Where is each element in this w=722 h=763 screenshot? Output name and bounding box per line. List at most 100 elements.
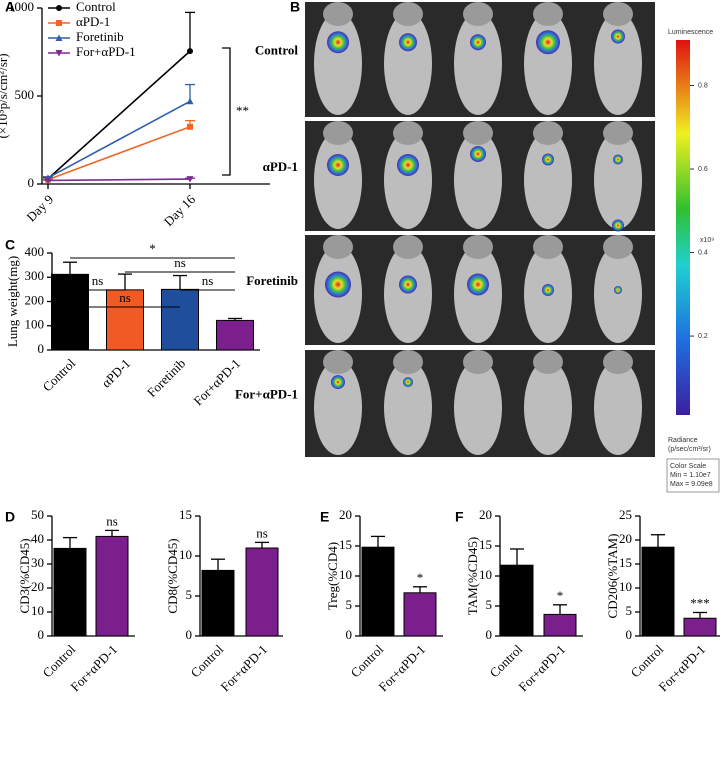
error-bar (510, 548, 524, 566)
row-label: For+αPD-1 (235, 386, 298, 401)
error-bar (255, 541, 269, 548)
signal (331, 375, 345, 390)
error-bar (651, 534, 665, 548)
annotation: * (417, 570, 424, 585)
y-tick-label: 20 (31, 579, 44, 594)
signal (327, 31, 349, 54)
mouse-head (393, 2, 423, 26)
signal (399, 275, 417, 294)
mouse (384, 12, 432, 115)
point (186, 176, 194, 183)
y-axis-label: CD8(%CD45) (165, 538, 180, 613)
y-tick-label: 15 (339, 537, 352, 552)
annotation: ns (92, 273, 104, 288)
mouse (594, 131, 642, 229)
legend-marker (56, 5, 62, 11)
bar (543, 613, 577, 637)
signal (467, 273, 489, 296)
annotation: * (557, 588, 564, 603)
x-tick-label: Control (628, 641, 667, 680)
error-bar (105, 529, 119, 537)
panel-label: A (5, 0, 15, 15)
x-tick-label: For+αPD-1 (515, 642, 568, 695)
x-tick-label: Day 16 (161, 191, 199, 229)
point (187, 48, 193, 55)
y-tick-label: 0 (38, 341, 45, 356)
annotation: ns (106, 513, 118, 528)
mouse (524, 131, 572, 229)
error-bar (693, 611, 707, 619)
x-tick-label: Control (40, 355, 79, 394)
mouse (454, 12, 502, 115)
row-label: Foretinib (246, 273, 298, 288)
y-tick-label: 40 (31, 531, 44, 546)
bar (51, 273, 89, 351)
colorbar-title: Luminescence (668, 29, 713, 36)
y-tick-label: 15 (479, 537, 492, 552)
x-tick-label: Control (40, 641, 79, 680)
legend-label: Control (76, 0, 116, 14)
mouse-head (603, 235, 633, 259)
row-label: αPD-1 (263, 159, 298, 174)
y-tick-label: 0 (486, 627, 493, 642)
mouse-head (533, 350, 563, 374)
mouse-head (393, 350, 423, 374)
bar (95, 535, 129, 637)
y-axis-label: TAM(%CD45) (465, 537, 480, 615)
mouse (594, 360, 642, 455)
bracket (222, 47, 231, 176)
y-axis-label: Lung weight(mg) (5, 256, 20, 347)
bar (53, 547, 87, 637)
row-label: Control (255, 42, 298, 57)
x-tick-label: Control (348, 641, 387, 680)
bar (201, 569, 235, 637)
y-tick-label: 300 (25, 268, 45, 283)
y-tick-label: 30 (31, 555, 44, 570)
bar (161, 288, 199, 351)
mouse-head (533, 121, 563, 145)
mouse (594, 12, 642, 115)
bar (216, 319, 254, 351)
y-axis-label: CD206(%TAM) (605, 534, 620, 619)
y-tick-label: 0 (346, 627, 353, 642)
annotation: ** (236, 103, 249, 118)
legend-marker (55, 50, 63, 57)
y-tick-label: 0 (28, 175, 35, 190)
y-tick-label: 5 (626, 603, 633, 618)
error-bar (211, 558, 225, 571)
signal (611, 29, 625, 44)
signal (403, 377, 413, 388)
mouse-head (323, 235, 353, 259)
bar (641, 546, 675, 637)
mouse-head (603, 121, 633, 145)
x-tick-label: Day 9 (23, 192, 56, 225)
colorbar-tick-label: 0.8 (698, 82, 708, 89)
legend-label: αPD-1 (76, 14, 110, 29)
point (187, 123, 193, 130)
y-tick-label: 10 (339, 567, 352, 582)
error-bar (371, 535, 385, 548)
bar (361, 546, 395, 637)
y-tick-label: 20 (479, 507, 492, 522)
y-tick-label: 50 (31, 507, 44, 522)
y-tick-label: 10 (31, 603, 44, 618)
x-tick-label: For+αPD-1 (217, 642, 270, 695)
legend-marker (56, 20, 62, 26)
signal (327, 154, 349, 176)
error-bar (63, 536, 77, 549)
signal (542, 284, 554, 296)
y-tick-label: 400 (25, 244, 45, 259)
signal (325, 271, 351, 298)
series-line (47, 178, 191, 182)
mouse (384, 245, 432, 343)
mouse (384, 131, 432, 229)
bar (245, 547, 279, 637)
error-bar (63, 261, 77, 275)
legend-label: For+αPD-1 (76, 44, 136, 59)
panel-label: F (455, 509, 464, 525)
mouse (314, 12, 362, 115)
error-bar (185, 11, 195, 52)
x-tick-label: Control (487, 641, 526, 680)
mouse (314, 360, 362, 455)
